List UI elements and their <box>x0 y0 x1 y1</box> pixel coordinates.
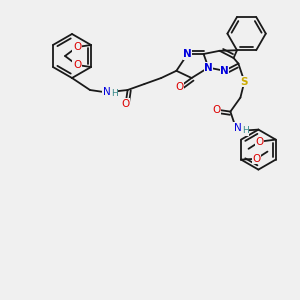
Text: O: O <box>252 154 260 164</box>
Text: N: N <box>204 63 213 73</box>
Text: S: S <box>241 76 248 87</box>
Text: O: O <box>122 99 130 109</box>
Text: N: N <box>103 87 111 97</box>
Text: H: H <box>242 126 249 135</box>
Text: N: N <box>220 66 229 76</box>
Text: O: O <box>73 60 81 70</box>
Text: O: O <box>176 82 184 92</box>
Text: O: O <box>73 42 81 52</box>
Text: O: O <box>212 105 220 115</box>
Text: N: N <box>234 123 242 133</box>
Text: N: N <box>183 49 192 59</box>
Text: O: O <box>256 136 264 147</box>
Text: H: H <box>111 89 117 98</box>
